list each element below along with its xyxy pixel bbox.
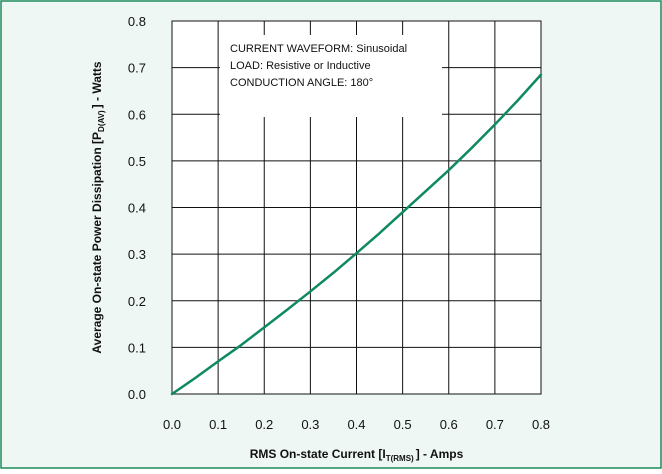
y-tick-label: 0.8 (128, 14, 146, 29)
x-tick-label: 0.0 (163, 417, 181, 432)
x-tick-label: 0.3 (301, 417, 319, 432)
x-axis-label: RMS On-state Current [IT(RMS)] - Amps (250, 447, 464, 463)
annotation-box: CURRENT WAVEFORM: Sinusoidal LOAD: Resis… (220, 35, 442, 117)
y-tick-label: 0.3 (128, 247, 146, 262)
x-tick-label: 0.8 (532, 417, 550, 432)
x-tick-labels: 0.0 0.1 0.2 0.3 0.4 0.5 0.6 0.7 0.8 (163, 417, 550, 432)
y-axis-label: Average On-state Power Dissipation [PD(A… (90, 61, 106, 353)
y-tick-labels: 0.0 0.1 0.2 0.3 0.4 0.5 0.6 0.7 0.8 (128, 14, 146, 402)
y-tick-label: 0.2 (128, 294, 146, 309)
x-tick-label: 0.1 (209, 417, 227, 432)
series-line (170, 73, 543, 396)
x-tick-label: 0.5 (394, 417, 412, 432)
annotation-background (220, 35, 442, 117)
y-axis-label-subscript: D(AV) (97, 110, 106, 132)
x-axis-label-suffix: ] - Amps (416, 447, 464, 461)
y-tick-label: 0.5 (128, 154, 146, 169)
x-tick-label: 0.6 (440, 417, 458, 432)
y-tick-label: 0.7 (128, 61, 146, 76)
annotation-line-load: LOAD: Resistive or Inductive (230, 60, 371, 72)
x-tick-label: 0.7 (486, 417, 504, 432)
y-tick-label: 0.4 (128, 201, 146, 216)
y-tick-label: 0.0 (128, 387, 146, 402)
y-axis-label-main: Average On-state Power Dissipation [P (90, 132, 104, 354)
y-axis-label-suffix: ] - Watts (90, 61, 104, 108)
x-tick-label: 0.4 (347, 417, 365, 432)
x-axis-label-subscript: T(RMS) (386, 454, 414, 463)
x-tick-label: 0.2 (255, 417, 273, 432)
annotation-line-waveform: CURRENT WAVEFORM: Sinusoidal (230, 43, 407, 55)
x-axis-label-main: RMS On-state Current [I (250, 447, 386, 461)
annotation-line-conduction-angle: CONDUCTION ANGLE: 180° (230, 77, 373, 89)
series-layer (170, 73, 543, 396)
y-tick-label: 0.6 (128, 107, 146, 122)
y-tick-label: 0.1 (128, 340, 146, 355)
